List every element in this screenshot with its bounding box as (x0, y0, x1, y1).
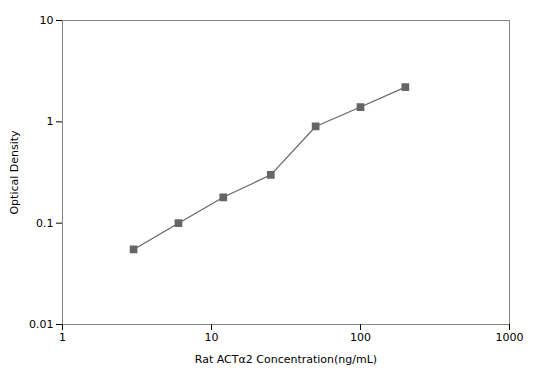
svg-text:1: 1 (47, 115, 54, 128)
svg-text:1000: 1000 (496, 331, 524, 344)
svg-text:10: 10 (205, 331, 219, 344)
svg-text:100: 100 (350, 331, 371, 344)
svg-text:1: 1 (59, 331, 66, 344)
svg-text:10: 10 (40, 14, 54, 27)
svg-text:Rat ACTα2 Concentration(ng/mL): Rat ACTα2 Concentration(ng/mL) (195, 353, 377, 366)
svg-text:Optical Density: Optical Density (8, 130, 21, 215)
svg-text:0.01: 0.01 (29, 318, 54, 331)
svg-text:0.1: 0.1 (36, 217, 54, 230)
